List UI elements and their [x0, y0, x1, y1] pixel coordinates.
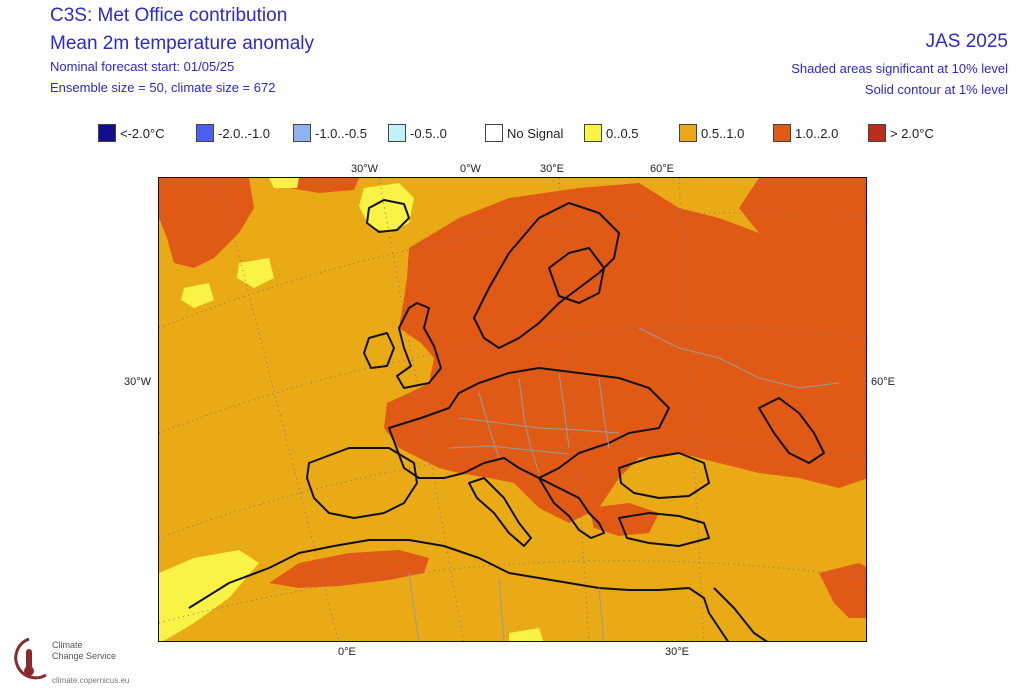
- legend-swatch: [868, 124, 886, 142]
- legend-item: -2.0..-1.0: [196, 124, 270, 142]
- border-line: [458, 417, 620, 434]
- anomaly-patch-iceland: [359, 183, 414, 233]
- map-label-top-60e: 60°E: [650, 163, 674, 175]
- legend-label: 1.0..2.0: [795, 125, 839, 141]
- anomaly-region-sahara: [269, 550, 429, 588]
- coast-black-sea: [618, 452, 710, 499]
- legend-swatch: [584, 124, 602, 142]
- map-label-top-30w: 30°W: [351, 163, 379, 175]
- header-left: C3S: Met Office contribution Mean 2m tem…: [50, 4, 314, 98]
- legend-swatch: [98, 124, 116, 142]
- map-label-right-60e: 60°E: [871, 376, 895, 388]
- significance-10: Shaded areas significant at 10% level: [791, 61, 1008, 76]
- legend-label: > 2.0°C: [890, 125, 934, 141]
- map-label-bottom-0e: 0°E: [338, 646, 356, 658]
- forecast-start: Nominal forecast start: 01/05/25: [50, 59, 235, 74]
- anomaly-region-southeast: [819, 563, 866, 618]
- legend-item: <-2.0°C: [98, 124, 165, 142]
- copernicus-logo: [6, 633, 136, 691]
- ensemble-size: Ensemble size = 50, climate size = 672: [50, 80, 276, 95]
- coast-scandinavia: [473, 202, 620, 349]
- legend-swatch: [196, 124, 214, 142]
- legend-swatch: [388, 124, 406, 142]
- border-line: [478, 392, 500, 459]
- legend-item: No Signal: [485, 124, 563, 142]
- border-line: [408, 572, 420, 641]
- anomaly-patch-top-b: [269, 178, 299, 188]
- logo-line-2: Change Service: [52, 651, 117, 661]
- legend-label: -1.0..-0.5: [315, 125, 368, 141]
- legend-swatch: [293, 124, 311, 142]
- legend-item: 0..0.5: [584, 124, 639, 142]
- coast-turkey: [618, 512, 710, 547]
- legend-swatch: [679, 124, 697, 142]
- coast-italy: [468, 477, 532, 547]
- legend-item: > 2.0°C: [868, 124, 934, 142]
- coast-balkans: [538, 477, 605, 539]
- map-label-top-30e: 30°E: [540, 163, 564, 175]
- coast-finland: [548, 247, 605, 304]
- coast-iberia: [306, 447, 418, 519]
- legend-label: 0..0.5: [606, 125, 639, 141]
- legend-label: <-2.0°C: [120, 125, 165, 141]
- border-line: [518, 377, 540, 474]
- anomaly-region-northwest: [159, 178, 254, 268]
- country-borders: [408, 327, 840, 641]
- map-label-top-0w: 0°W: [460, 163, 481, 175]
- anomaly-region-aegean: [589, 503, 659, 536]
- anomaly-map: [158, 177, 867, 642]
- legend-item: 1.0..2.0: [773, 124, 838, 142]
- anomaly-region-europe: [384, 183, 866, 523]
- significance-1: Solid contour at 1% level: [864, 82, 1008, 97]
- legend-item: -1.0..-0.5: [293, 124, 367, 142]
- map-title: C3S: Met Office contribution: [50, 5, 288, 26]
- anomaly-patch-south: [509, 628, 544, 641]
- coast-caspian: [758, 397, 825, 464]
- map-label-bottom-30e: 30°E: [665, 646, 689, 658]
- border-line: [598, 587, 605, 641]
- legend-swatch: [773, 124, 791, 142]
- border-line: [638, 327, 840, 389]
- coast-ireland: [363, 332, 395, 369]
- legend-item: -0.5..0: [388, 124, 447, 142]
- anomaly-region-atlantic-north: [279, 178, 359, 193]
- map-svg: [159, 178, 866, 641]
- graticule-line: [218, 178, 340, 641]
- anomaly-patch-atlantic-b: [181, 283, 214, 308]
- forecast-period: JAS 2025: [925, 31, 1008, 52]
- graticule: [159, 178, 866, 641]
- legend-item: 0.5..1.0: [679, 124, 744, 142]
- legend-label: No Signal: [507, 125, 564, 141]
- border-line: [498, 577, 505, 641]
- logo-text: Climate Change Service: [52, 640, 116, 662]
- map-subtitle: Mean 2m temperature anomaly: [50, 33, 315, 54]
- coast-iceland: [366, 199, 410, 233]
- legend-label: 0.5..1.0: [701, 125, 745, 141]
- coast-red-sea: [713, 587, 768, 641]
- logo-line-1: Climate: [52, 640, 83, 650]
- legend-label: -2.0..-1.0: [218, 125, 271, 141]
- coast-north-africa: [188, 539, 729, 641]
- coastlines: [188, 199, 825, 641]
- border-line: [598, 377, 610, 449]
- border-line: [448, 445, 570, 455]
- header-right: JAS 2025 Shaded areas significant at 10%…: [791, 30, 1008, 100]
- border-line: [558, 372, 570, 449]
- map-label-left-30w: 30°W: [124, 376, 152, 388]
- coast-uk: [396, 302, 442, 389]
- legend-swatch: [485, 124, 503, 142]
- logo-url: climate.copernicus.eu: [52, 676, 130, 685]
- coast-mainland: [388, 367, 670, 479]
- anomaly-region-northeast: [739, 178, 866, 268]
- anomaly-patch-atlantic-a: [237, 258, 274, 288]
- thermometer-logo-icon: [14, 637, 47, 680]
- legend-label: -0.5..0: [410, 125, 447, 141]
